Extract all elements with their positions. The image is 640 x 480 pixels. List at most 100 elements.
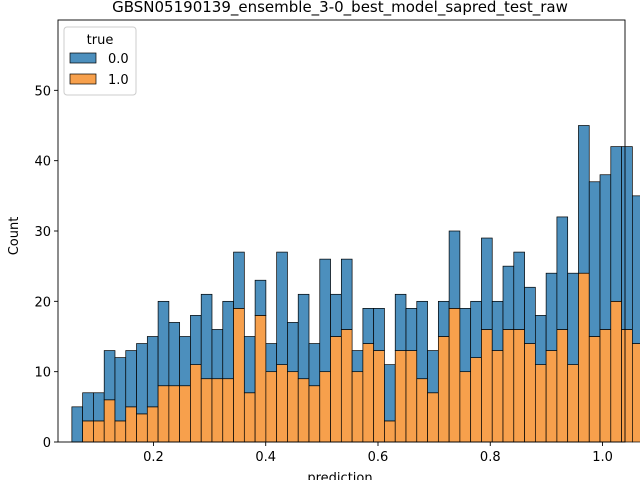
bar-15-1.0	[234, 308, 245, 442]
bar-48-1.0	[589, 337, 600, 443]
x-tick-label: 0.6	[368, 450, 389, 465]
bar-14-1.0	[223, 379, 234, 442]
bar-43-1.0	[535, 365, 546, 442]
bars-group	[72, 0, 640, 442]
bar-40-0.0	[503, 266, 514, 329]
bar-12-0.0	[201, 294, 212, 378]
bar-11-0.0	[190, 315, 201, 364]
bar-20-1.0	[287, 372, 298, 442]
x-tick-label: 0.4	[255, 450, 276, 465]
bar-19-0.0	[277, 252, 288, 365]
bar-21-0.0	[298, 294, 309, 378]
bar-52-0.0	[632, 196, 640, 344]
bar-19-1.0	[277, 365, 288, 442]
bar-0-0.0	[72, 407, 83, 442]
bar-42-0.0	[525, 287, 536, 343]
bar-38-0.0	[481, 238, 492, 329]
bar-46-0.0	[568, 273, 579, 364]
bar-13-1.0	[212, 379, 223, 442]
bar-52-1.0	[632, 344, 640, 442]
bar-18-0.0	[266, 344, 277, 372]
bar-43-0.0	[535, 315, 546, 364]
bar-31-0.0	[406, 308, 417, 350]
bar-42-1.0	[525, 344, 536, 442]
y-tick-label: 10	[34, 366, 51, 381]
legend-label-0.0: 0.0	[108, 52, 129, 67]
x-tick-label: 0.2	[143, 450, 164, 465]
bar-28-0.0	[374, 308, 385, 350]
bar-26-1.0	[352, 372, 363, 442]
bar-49-1.0	[600, 329, 611, 442]
bar-34-1.0	[438, 337, 449, 443]
bar-31-1.0	[406, 351, 417, 442]
y-tick-label: 30	[34, 225, 51, 240]
bar-25-1.0	[341, 329, 352, 442]
legend-label-1.0: 1.0	[108, 73, 129, 88]
bar-5-0.0	[126, 351, 137, 407]
bar-8-0.0	[158, 301, 169, 385]
bar-38-1.0	[481, 329, 492, 442]
bar-49-0.0	[600, 175, 611, 330]
bar-45-1.0	[557, 329, 568, 442]
legend-swatch-1.0	[70, 74, 96, 84]
bar-36-1.0	[460, 372, 471, 442]
bar-1-0.0	[83, 393, 94, 421]
bar-41-0.0	[514, 252, 525, 329]
bar-3-1.0	[104, 400, 115, 442]
bar-21-1.0	[298, 379, 309, 442]
bar-16-0.0	[244, 337, 255, 393]
bar-48-0.0	[589, 182, 600, 337]
bar-22-1.0	[309, 386, 320, 442]
bar-35-0.0	[449, 231, 460, 308]
bar-15-0.0	[234, 252, 245, 308]
bar-51-0.0	[622, 147, 633, 330]
x-tick-label: 0.8	[480, 450, 501, 465]
chart-title: GBSN05190139_ensemble_3-0_best_model_sap…	[112, 0, 568, 17]
bar-47-1.0	[578, 273, 589, 442]
legend-title: true	[87, 33, 114, 48]
bar-2-1.0	[93, 421, 104, 442]
bar-16-1.0	[244, 393, 255, 442]
bar-7-1.0	[147, 407, 158, 442]
bar-9-1.0	[169, 386, 180, 442]
bar-32-1.0	[417, 379, 428, 442]
bar-33-0.0	[428, 351, 439, 393]
bar-1-1.0	[83, 421, 94, 442]
bar-35-1.0	[449, 308, 460, 442]
bar-26-0.0	[352, 351, 363, 372]
bar-7-0.0	[147, 337, 158, 407]
y-tick-label: 0	[43, 436, 51, 451]
bar-29-1.0	[384, 421, 395, 442]
x-tick-label: 1.0	[592, 450, 613, 465]
bar-25-0.0	[341, 259, 352, 329]
y-tick-label: 40	[34, 155, 51, 170]
bar-44-0.0	[546, 273, 557, 350]
bar-44-1.0	[546, 351, 557, 442]
bar-36-0.0	[460, 308, 471, 371]
bar-4-0.0	[115, 358, 126, 421]
bar-51-1.0	[622, 329, 633, 442]
bar-34-0.0	[438, 301, 449, 336]
bar-3-0.0	[104, 351, 115, 400]
bar-20-0.0	[287, 322, 298, 371]
bar-2-0.0	[93, 393, 104, 421]
y-tick-label: 50	[34, 84, 51, 99]
bar-47-0.0	[578, 126, 589, 274]
bar-10-1.0	[180, 386, 191, 442]
bar-18-1.0	[266, 372, 277, 442]
bar-24-0.0	[331, 294, 342, 336]
bar-10-0.0	[180, 337, 191, 386]
bar-45-0.0	[557, 217, 568, 330]
bar-37-0.0	[471, 301, 482, 357]
legend: true 0.0 1.0	[64, 27, 136, 95]
bar-39-1.0	[492, 351, 503, 442]
bar-23-1.0	[320, 372, 331, 442]
bar-37-1.0	[471, 358, 482, 442]
bar-46-1.0	[568, 365, 579, 442]
bar-9-0.0	[169, 322, 180, 385]
bar-24-1.0	[331, 337, 342, 443]
legend-swatch-0.0	[70, 53, 96, 63]
bar-14-0.0	[223, 301, 234, 378]
bar-50-1.0	[611, 301, 622, 442]
